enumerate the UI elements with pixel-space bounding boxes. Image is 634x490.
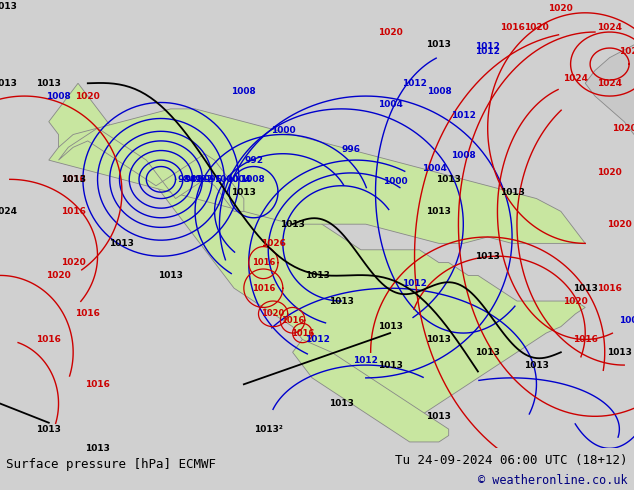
Text: 1008: 1008 (619, 316, 634, 325)
Text: 1024: 1024 (0, 207, 17, 216)
Text: 1008: 1008 (427, 87, 451, 96)
Text: 1016: 1016 (85, 380, 110, 389)
Text: 1000: 1000 (383, 177, 407, 186)
Text: 1013: 1013 (427, 335, 451, 344)
Text: 992: 992 (194, 175, 213, 184)
Text: 1016: 1016 (75, 309, 100, 318)
Text: 1013: 1013 (427, 40, 451, 49)
Text: 1016: 1016 (597, 284, 622, 293)
Text: 1013: 1013 (158, 271, 183, 280)
Polygon shape (585, 6, 634, 135)
Text: 1008: 1008 (451, 151, 476, 160)
Text: 1013: 1013 (304, 271, 330, 280)
Text: 1020: 1020 (261, 309, 285, 318)
Text: 1000: 1000 (214, 175, 238, 184)
Text: 1013: 1013 (280, 220, 305, 229)
Text: 1013: 1013 (0, 79, 17, 88)
Text: 1024: 1024 (597, 23, 622, 32)
Text: 1013: 1013 (500, 188, 524, 196)
Text: 988: 988 (184, 175, 204, 184)
Text: Surface pressure [hPa] ECMWF: Surface pressure [hPa] ECMWF (6, 458, 216, 471)
Text: 1016: 1016 (36, 335, 61, 344)
Text: 1020: 1020 (46, 271, 71, 280)
Text: 1020: 1020 (597, 169, 622, 177)
Text: 1013: 1013 (378, 361, 403, 369)
Text: 1012: 1012 (402, 279, 427, 288)
Text: 1013: 1013 (36, 425, 61, 434)
Text: 1012: 1012 (353, 356, 378, 365)
Text: 1020: 1020 (612, 123, 634, 133)
Text: 1012: 1012 (451, 111, 476, 120)
Text: 1016: 1016 (61, 175, 86, 184)
Text: 1016: 1016 (281, 316, 304, 325)
Text: 1013: 1013 (329, 399, 354, 408)
Text: 1013: 1013 (607, 348, 632, 357)
Text: 1020: 1020 (548, 4, 573, 13)
Text: 1016: 1016 (252, 258, 275, 267)
Text: 1013: 1013 (476, 252, 500, 261)
Text: 1013: 1013 (329, 296, 354, 306)
Text: © weatheronline.co.uk: © weatheronline.co.uk (478, 474, 628, 488)
Text: 1013: 1013 (476, 348, 500, 357)
Text: 1013: 1013 (0, 2, 17, 11)
Text: 1024: 1024 (563, 74, 588, 83)
Text: 1004: 1004 (226, 175, 250, 184)
Text: 1013: 1013 (378, 322, 403, 331)
Text: 1008: 1008 (46, 92, 71, 100)
Text: 1016: 1016 (573, 335, 598, 344)
Text: 1004: 1004 (378, 100, 403, 109)
Text: 1000: 1000 (271, 125, 295, 135)
Text: 1013: 1013 (524, 361, 549, 369)
Text: 1016: 1016 (61, 207, 86, 216)
Text: 1012: 1012 (402, 79, 427, 88)
Polygon shape (293, 340, 449, 442)
Text: 1013: 1013 (427, 412, 451, 421)
Text: 1020: 1020 (75, 92, 100, 100)
Polygon shape (49, 109, 585, 244)
Text: 1024: 1024 (597, 79, 622, 88)
Text: 1013: 1013 (231, 188, 256, 196)
Text: 1020: 1020 (524, 23, 549, 32)
Text: 1016: 1016 (500, 23, 524, 32)
Text: 1020: 1020 (378, 27, 403, 37)
Text: 1026: 1026 (261, 239, 285, 248)
Text: 1013: 1013 (110, 239, 134, 248)
Polygon shape (49, 83, 585, 416)
Text: 984: 984 (177, 175, 196, 184)
Text: 1028: 1028 (619, 47, 634, 56)
Text: 1013: 1013 (61, 175, 86, 184)
Text: 1013: 1013 (427, 207, 451, 216)
Text: 1016: 1016 (252, 284, 275, 293)
Text: 992: 992 (244, 156, 263, 165)
Text: 1013: 1013 (85, 444, 110, 453)
Text: 1016: 1016 (290, 329, 314, 338)
Text: 1013: 1013 (436, 175, 461, 184)
Text: 1013: 1013 (36, 79, 61, 88)
Text: 996: 996 (204, 175, 223, 184)
Text: 1008: 1008 (231, 87, 256, 96)
Text: 1020: 1020 (607, 220, 631, 229)
Text: 1013²: 1013² (254, 425, 283, 434)
Polygon shape (58, 128, 244, 211)
Text: 1020: 1020 (563, 296, 588, 306)
Text: 1013: 1013 (573, 284, 598, 293)
Text: 996: 996 (342, 145, 361, 154)
Text: 1008: 1008 (240, 175, 265, 184)
Text: 1012: 1012 (476, 42, 500, 51)
Text: 1020: 1020 (61, 258, 86, 267)
Text: 1012: 1012 (304, 335, 330, 344)
Text: 1012: 1012 (476, 47, 500, 56)
Text: Tu 24-09-2024 06:00 UTC (18+12): Tu 24-09-2024 06:00 UTC (18+12) (395, 454, 628, 466)
Text: 1004: 1004 (422, 164, 446, 173)
